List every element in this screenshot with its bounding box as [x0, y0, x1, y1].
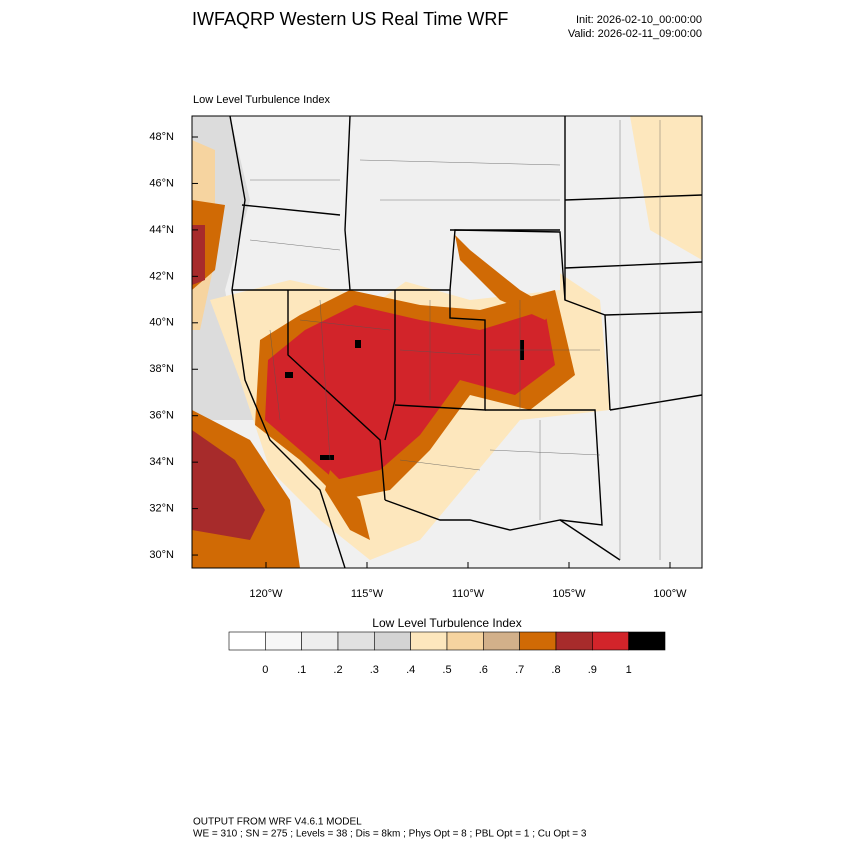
colorbar-box [483, 631, 520, 651]
colorbar-label: 1 [626, 664, 632, 676]
lat-label: 32°N [149, 503, 174, 515]
colorbar-label: .1 [297, 664, 306, 676]
colorbar-box [228, 631, 266, 651]
valid-time: Valid: 2026-02-11_09:00:00 [568, 28, 702, 40]
colorbar-box [555, 631, 593, 651]
lat-label: 48°N [149, 131, 174, 143]
map-field [192, 116, 702, 568]
lat-label: 36°N [149, 410, 174, 422]
lat-label: 34°N [149, 456, 174, 468]
title: IWFAQRP Western US Real Time WRF [192, 9, 508, 29]
map-subtitle: Low Level Turbulence Index [193, 94, 330, 106]
map-frame [191, 115, 703, 569]
colorbar-label: .5 [442, 664, 451, 676]
colorbar-box [628, 631, 666, 651]
lon-label: 105°W [552, 588, 586, 600]
lat-label: 30°N [149, 549, 174, 561]
colorbar-label: .7 [515, 664, 524, 676]
colorbar-box [410, 631, 448, 651]
colorbar-box [337, 631, 375, 651]
footer-line: OUTPUT FROM WRF V4.6.1 MODEL [193, 817, 362, 828]
colorbar-box [446, 631, 484, 651]
colorbar-title: Low Level Turbulence Index [372, 616, 521, 630]
colorbar-label: .4 [406, 664, 415, 676]
colorbar-box [301, 631, 339, 651]
colorbar-label: .3 [370, 664, 379, 676]
colorbar-box [265, 631, 302, 651]
colorbar-label: .2 [333, 664, 342, 676]
lat-label: 46°N [149, 177, 174, 189]
colorbar-box [592, 631, 629, 651]
colorbar-box [519, 631, 557, 651]
colorbar: 0 .1 .2 .3 .4 .5 .6 .7 .8 .9 1 [228, 631, 666, 676]
footer-line: WE = 310 ; SN = 275 ; Levels = 38 ; Dis … [193, 829, 587, 840]
lon-label: 110°W [452, 588, 485, 600]
lat-label: 38°N [149, 363, 174, 375]
lat-label: 40°N [149, 317, 174, 329]
colorbar-label: 0 [262, 664, 268, 676]
lat-label: 42°N [149, 270, 174, 282]
lat-label: 44°N [149, 224, 174, 236]
colorbar-label: .9 [588, 664, 597, 676]
lon-label: 120°W [249, 588, 283, 600]
init-time: Init: 2026-02-10_00:00:00 [576, 14, 702, 26]
colorbar-label: .6 [479, 664, 488, 676]
map-ticks: 48°N 46°N 44°N 42°N 40°N 38°N 36°N 34°N 32°N 30°N… [149, 131, 687, 600]
lon-label: 100°W [653, 588, 687, 600]
lon-label: 115°W [351, 588, 384, 600]
colorbar-box [374, 631, 411, 651]
colorbar-label: .8 [551, 664, 560, 676]
